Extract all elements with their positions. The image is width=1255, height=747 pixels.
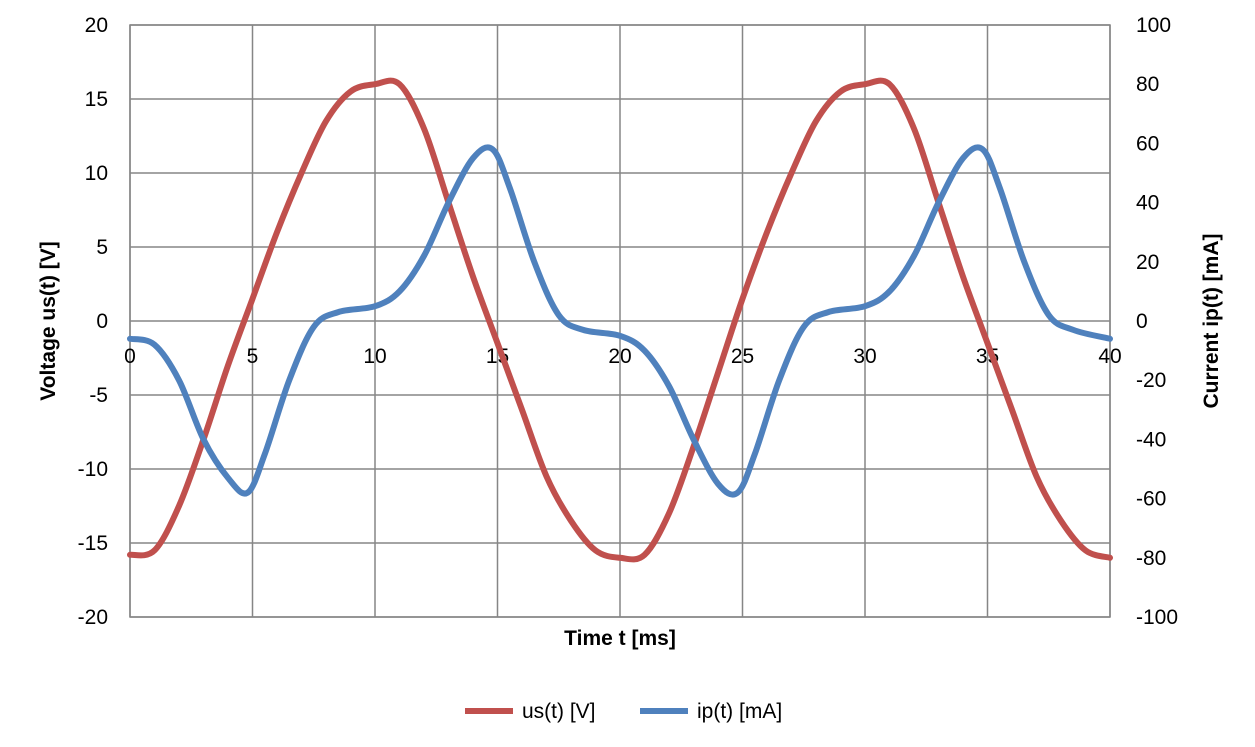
x-tick-label: 10 <box>363 345 386 368</box>
plot-area-frame <box>129 24 1111 618</box>
right-y-axis-title: Current ip(t) [mA] <box>1200 234 1223 409</box>
right-y-tick-label: 80 <box>1136 73 1159 96</box>
x-tick-label: 5 <box>247 345 259 368</box>
left-y-tick-label: -20 <box>78 606 108 629</box>
x-axis-title: Time t [ms] <box>564 627 676 650</box>
x-tick-label: 0 <box>124 345 136 368</box>
series-line-ip <box>127 144 1113 498</box>
series-line-us <box>127 77 1113 563</box>
left-y-tick-label: 20 <box>85 14 108 37</box>
left-y-tick-label: -10 <box>78 458 108 481</box>
right-y-tick-label: -40 <box>1136 428 1166 451</box>
right-y-tick-label: -60 <box>1136 488 1166 511</box>
grid-lines <box>129 24 1111 618</box>
left-y-tick-label: -5 <box>89 384 108 407</box>
left-y-tick-labels: -20 -15 -10 -5 0 5 10 15 20 <box>78 14 108 629</box>
right-y-tick-label: -20 <box>1136 369 1166 392</box>
right-y-tick-label: -80 <box>1136 547 1166 570</box>
right-y-tick-label: 100 <box>1136 14 1171 37</box>
right-y-tick-label: -100 <box>1136 606 1178 629</box>
left-y-tick-label: -15 <box>78 532 108 555</box>
series-layer <box>127 77 1113 563</box>
left-y-tick-label: 0 <box>96 310 108 333</box>
right-y-tick-label: 0 <box>1136 310 1148 333</box>
right-y-tick-labels: -100 -80 -60 -40 -20 0 20 40 60 80 100 <box>1136 14 1178 629</box>
right-y-tick-label: 20 <box>1136 251 1159 274</box>
left-y-axis-title: Voltage us(t) [V] <box>37 241 60 400</box>
x-tick-label: 25 <box>731 345 754 368</box>
left-y-tick-label: 10 <box>85 162 108 185</box>
x-tick-label: 30 <box>853 345 876 368</box>
right-y-tick-label: 40 <box>1136 192 1159 215</box>
x-tick-labels: 0 5 10 15 20 25 30 35 40 <box>124 345 1122 368</box>
legend-label-us: us(t) [V] <box>522 700 596 723</box>
right-y-tick-label: 60 <box>1136 132 1159 155</box>
x-tick-label: 20 <box>608 345 631 368</box>
legend-label-ip: ip(t) [mA] <box>697 700 782 723</box>
legend: us(t) [V] ip(t) [mA] <box>465 700 782 723</box>
left-y-tick-label: 15 <box>85 88 108 111</box>
x-tick-label: 40 <box>1098 345 1121 368</box>
left-y-tick-label: 5 <box>96 236 108 259</box>
